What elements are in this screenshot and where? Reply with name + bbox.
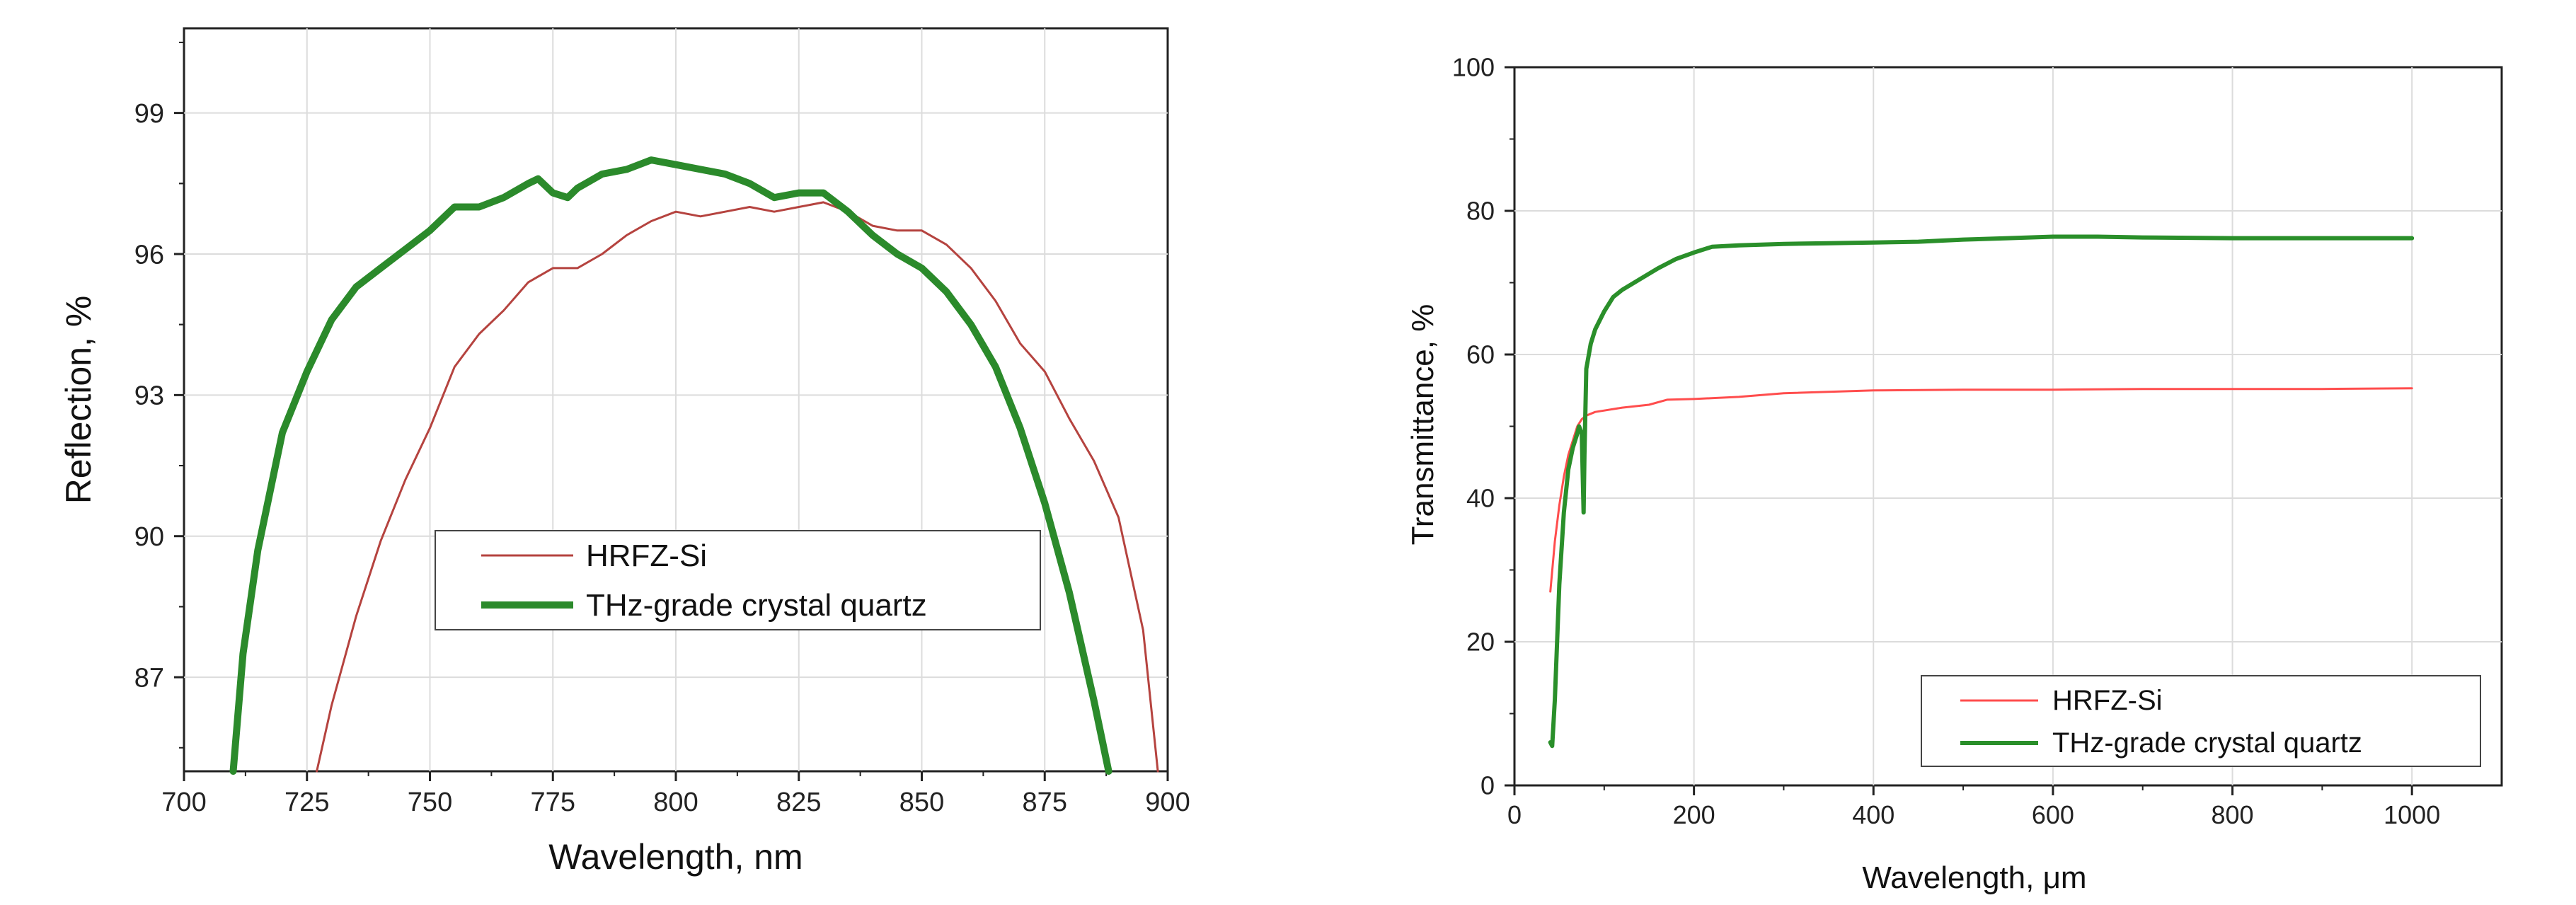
x-tick-label-right: 0 <box>1507 800 1522 829</box>
ticks-right: 0 200 400 600 800 1000 0 20 40 60 80 100 <box>1452 53 2440 829</box>
y-axis-label-right: Transmittance, % <box>1405 304 1440 546</box>
x-tick-label-right: 1000 <box>2384 800 2440 829</box>
ticks-left: 700 725 750 775 800 825 850 875 900 87 90 93 96 99 <box>134 41 1190 817</box>
x-tick-label-right: 200 <box>1673 800 1715 829</box>
x-tick-label-left: 750 <box>408 788 452 817</box>
plot-frame-right <box>1513 66 2503 787</box>
transmittance-chart: 0 200 400 600 800 1000 0 20 40 60 80 100 Wavelength… <box>1405 53 2503 895</box>
legend-right: HRFZ-Si THz-grade crystal quartz <box>1921 675 2481 767</box>
x-axis-label-right: Wavelength, μm <box>1862 860 2086 895</box>
legend-label-quartz-right: THz-grade crystal quartz <box>2052 727 2362 759</box>
reflection-chart: 700 725 750 775 800 825 850 875 900 87 90 93 96 99 Wa… <box>59 27 1190 877</box>
series-left <box>229 156 1159 775</box>
x-tick-label-left: 775 <box>531 788 575 817</box>
series-right <box>1548 234 2415 749</box>
y-tick-label-left: 99 <box>134 99 164 129</box>
x-tick-label-right: 400 <box>1852 800 1894 829</box>
legend-label-hrfz-left: HRFZ-Si <box>586 538 707 573</box>
legend-label-hrfz-right: HRFZ-Si <box>2052 685 2163 716</box>
x-axis-label-left: Wavelength, nm <box>548 837 803 877</box>
y-axis-label-left: Reflection, % <box>59 296 98 505</box>
legend-box-left <box>435 530 1041 630</box>
series-line-left-1 <box>229 156 1112 775</box>
x-tick-label-left: 825 <box>776 788 821 817</box>
series-line-right-1 <box>1548 234 2415 749</box>
x-tick-label-left: 725 <box>284 788 329 817</box>
x-tick-label-right: 600 <box>2032 800 2074 829</box>
y-tick-label-right: 100 <box>1452 53 1495 82</box>
y-tick-label-right: 0 <box>1480 771 1495 800</box>
x-tick-label-left: 700 <box>161 788 206 817</box>
y-tick-label-left: 90 <box>134 522 164 552</box>
legend-box-right <box>1921 675 2481 767</box>
x-tick-label-right: 800 <box>2212 800 2254 829</box>
legend-left: HRFZ-Si THz-grade crystal quartz <box>435 530 1041 630</box>
grid-right <box>1514 67 2502 785</box>
x-tick-label-left: 900 <box>1145 788 1190 817</box>
x-tick-label-left: 850 <box>899 788 944 817</box>
y-tick-label-right: 40 <box>1466 484 1495 513</box>
y-tick-label-left: 87 <box>134 663 164 693</box>
y-tick-label-left: 93 <box>134 381 164 411</box>
series-line-left-0 <box>316 201 1159 773</box>
x-tick-label-left: 800 <box>653 788 698 817</box>
y-tick-label-right: 20 <box>1466 628 1495 657</box>
y-tick-label-right: 80 <box>1466 197 1495 226</box>
series-line-right-0 <box>1549 387 2413 593</box>
x-tick-label-left: 875 <box>1023 788 1067 817</box>
legend-label-quartz-left: THz-grade crystal quartz <box>586 588 927 623</box>
y-tick-label-right: 60 <box>1466 340 1495 369</box>
y-tick-label-left: 96 <box>134 240 164 270</box>
